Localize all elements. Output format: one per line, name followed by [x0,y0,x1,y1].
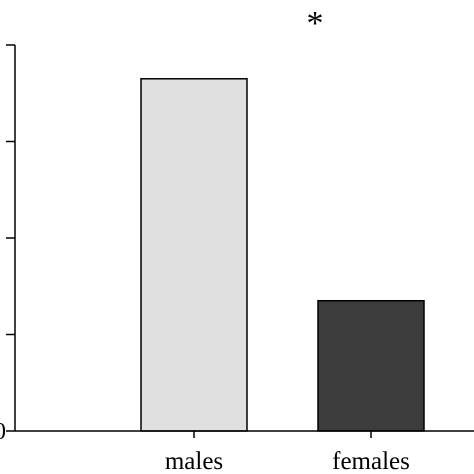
x-tick-label-males: males [165,448,223,474]
y-tick-label-0: 0 [0,419,6,445]
bar-males [140,78,248,432]
bar-females [317,299,425,432]
x-ticks: males females [165,431,410,474]
x-tick-label-females: females [332,448,410,474]
y-ticks: 0 [0,44,15,445]
bars [140,78,425,432]
significance-marker: * [307,5,324,42]
